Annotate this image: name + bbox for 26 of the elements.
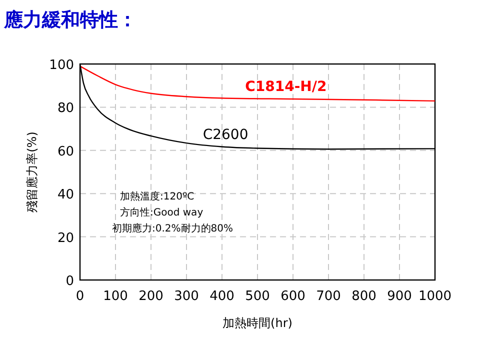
x-tick-label: 200 (138, 289, 164, 304)
y-tick-label: 100 (49, 58, 74, 73)
x-tick-label: 500 (245, 289, 270, 304)
x-tick-label: 900 (387, 289, 412, 304)
y-axis-title: 殘留應力率(%) (25, 132, 39, 212)
x-tick-label: 400 (210, 289, 234, 304)
x-tick-label: 100 (103, 289, 128, 304)
y-tick-label: 20 (57, 230, 74, 246)
line-series (79, 66, 436, 102)
x-tick-label: 0 (76, 289, 84, 304)
x-tick-label: 1000 (418, 289, 452, 304)
x-tick-label: 800 (352, 289, 376, 304)
series-label: C2600 (202, 126, 248, 143)
annotation: 加熱溫度:120ºC (120, 190, 194, 203)
x-tick-label: 600 (280, 289, 306, 304)
chart-title: 應力緩和特性： (3, 9, 137, 31)
x-axis-title: 加熱時間(hr) (222, 316, 292, 330)
series-label: C1814-H/2 (245, 78, 327, 95)
y-tick-label: 40 (57, 188, 74, 203)
y-tick-label: 80 (57, 101, 74, 116)
x-tick-label: 700 (316, 289, 341, 304)
annotation: 初期應力:0.2%耐力的80% (112, 222, 234, 235)
y-tick-label: 60 (57, 144, 74, 160)
y-tick-label: 0 (66, 274, 74, 289)
x-tick-label: 300 (174, 289, 199, 304)
annotation: 方向性:Good way (120, 206, 204, 219)
